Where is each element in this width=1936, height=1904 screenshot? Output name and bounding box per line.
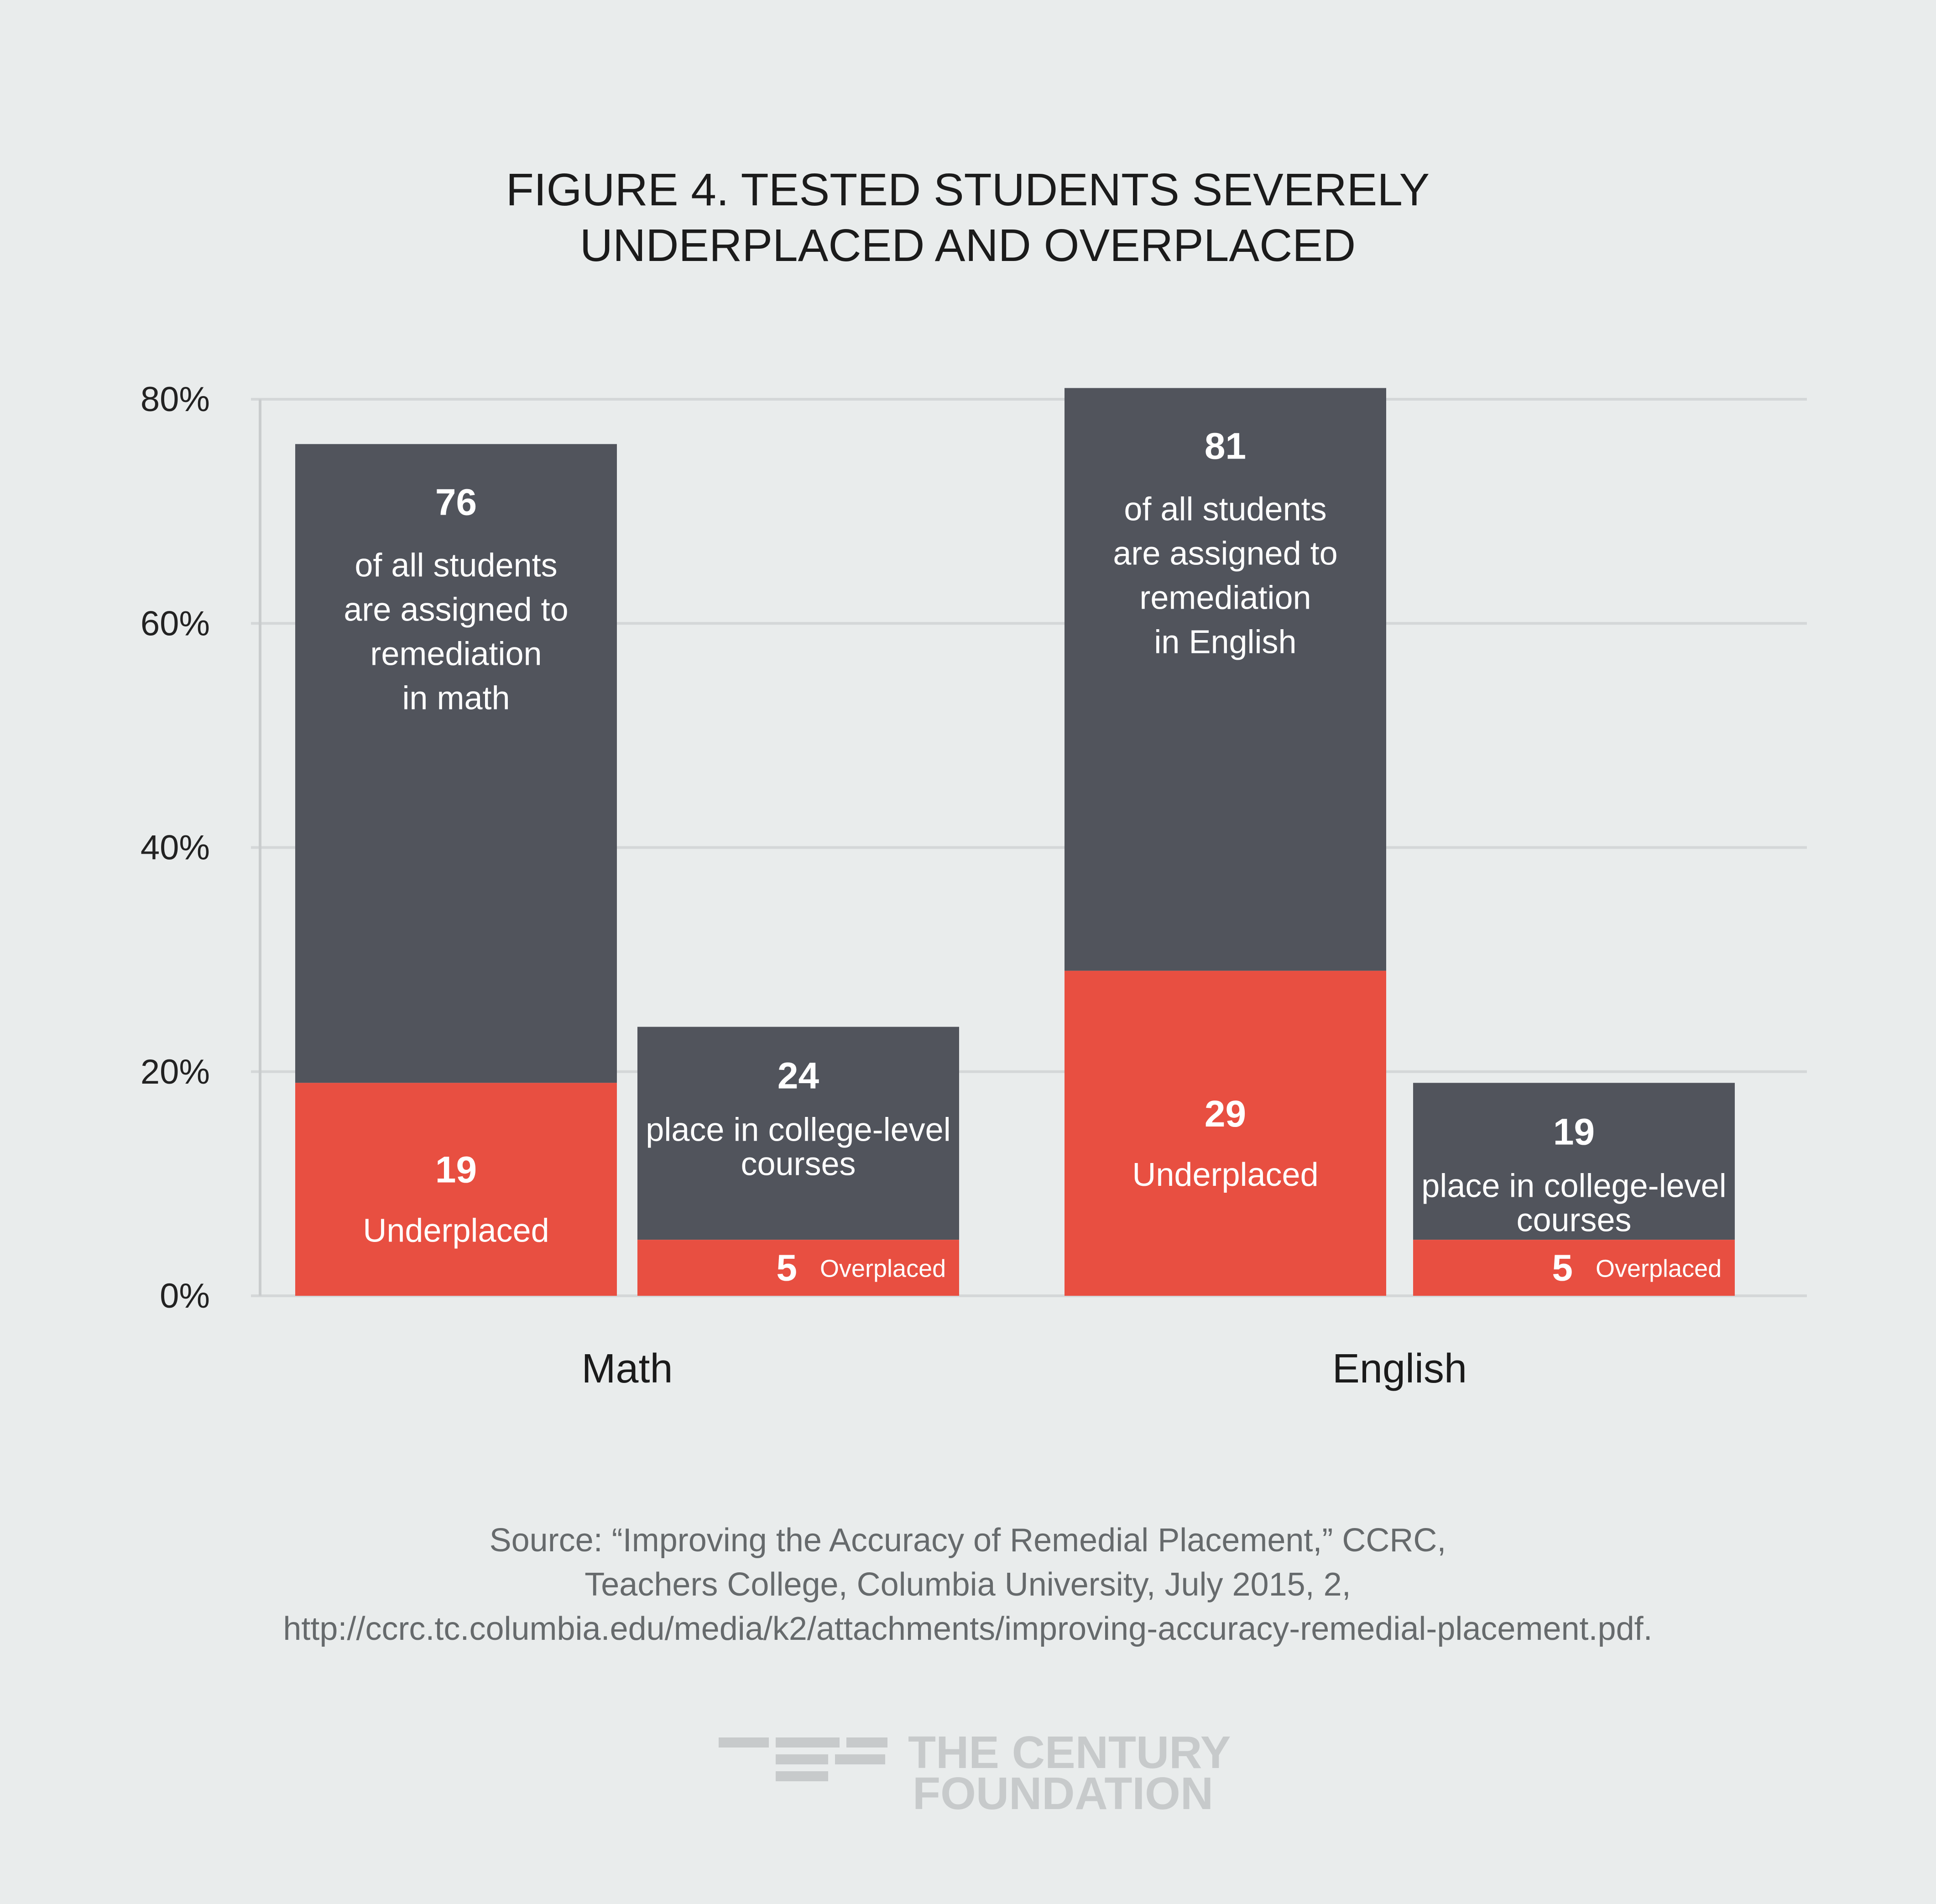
bar-description-text: Overplaced	[1596, 1255, 1722, 1283]
bar-description-text: in English	[1154, 624, 1296, 660]
y-tick-label: 60%	[141, 604, 210, 643]
bar-segment-total	[637, 1027, 959, 1240]
bar-segment-part	[1413, 1240, 1735, 1296]
bar-description-text: of all students	[1124, 491, 1326, 527]
bar-description-text: courses	[741, 1146, 856, 1183]
logo-line-2: FOUNDATION	[913, 1768, 1213, 1819]
bars: 76 of all students are assigned to remediat…	[295, 388, 1735, 1296]
x-category-label: Math	[581, 1346, 673, 1392]
logo-bar	[835, 1754, 885, 1764]
y-tick-label: 20%	[141, 1053, 210, 1091]
bar-description-text: place in college-level	[1421, 1168, 1726, 1204]
bar-value-label: 5	[1552, 1247, 1573, 1289]
bar-value-label: 5	[776, 1247, 797, 1289]
chart-title: FIGURE 4. TESTED STUDENTS SEVERELYUNDERP…	[506, 164, 1430, 271]
century-foundation-logo: THE CENTURY FOUNDATION	[719, 1727, 1231, 1819]
bar-description-text: place in college-level	[646, 1112, 950, 1148]
bar-description-text: remediation	[1139, 579, 1311, 616]
x-category-label: English	[1332, 1346, 1467, 1392]
bar-value-label: 29	[1205, 1093, 1246, 1135]
bar-description-text: Underplaced	[363, 1213, 549, 1249]
chart-title-line: UNDERPLACED AND OVERPLACED	[580, 220, 1356, 271]
bar-value-label: 81	[1205, 425, 1246, 467]
source-line: Source: “Improving the Accuracy of Remed…	[490, 1522, 1446, 1559]
bar-description-text: Overplaced	[820, 1255, 946, 1283]
bar-description-text: in math	[402, 680, 510, 716]
bar-value-label: 24	[778, 1055, 819, 1097]
y-tick-label: 0%	[160, 1277, 210, 1315]
x-axis-categories: Math English	[581, 1346, 1467, 1392]
source-line: Teachers College, Columbia University, J…	[584, 1566, 1351, 1603]
chart-title-line: FIGURE 4. TESTED STUDENTS SEVERELY	[506, 164, 1430, 215]
bar-segment-total	[1413, 1083, 1735, 1240]
bar-description-text: courses	[1516, 1202, 1631, 1238]
bar-segment-part	[637, 1240, 959, 1296]
logo-bar	[846, 1737, 887, 1748]
bar-segment-total	[295, 444, 617, 1083]
bar-segment-part	[1065, 970, 1386, 1296]
bar-value-label: 19	[435, 1149, 477, 1191]
bar-value-label: 19	[1553, 1111, 1595, 1153]
bar-description-text: are assigned to	[1113, 535, 1337, 572]
bar-segment-total	[1065, 388, 1386, 971]
logo-bar	[776, 1737, 840, 1748]
y-axis-ticks: 0% 20% 40% 60% 80%	[141, 380, 210, 1315]
bar-description-text: remediation	[370, 636, 542, 672]
logo-line-1: THE CENTURY	[908, 1727, 1231, 1778]
bar-description-text: Underplaced	[1132, 1157, 1318, 1193]
source-line: http://ccrc.tc.columbia.edu/media/k2/att…	[283, 1611, 1652, 1647]
bar-description-text: are assigned to	[344, 591, 568, 628]
logo-bar	[776, 1771, 828, 1781]
y-tick-label: 40%	[141, 829, 210, 867]
bar-description-text: of all students	[355, 547, 557, 584]
bar-value-label: 76	[435, 481, 477, 523]
source-note: Source: “Improving the Accuracy of Remed…	[283, 1522, 1652, 1647]
logo-bar	[776, 1754, 828, 1764]
bar-segment-part	[295, 1083, 617, 1296]
y-tick-label: 80%	[141, 380, 210, 419]
logo-bar	[719, 1737, 769, 1748]
